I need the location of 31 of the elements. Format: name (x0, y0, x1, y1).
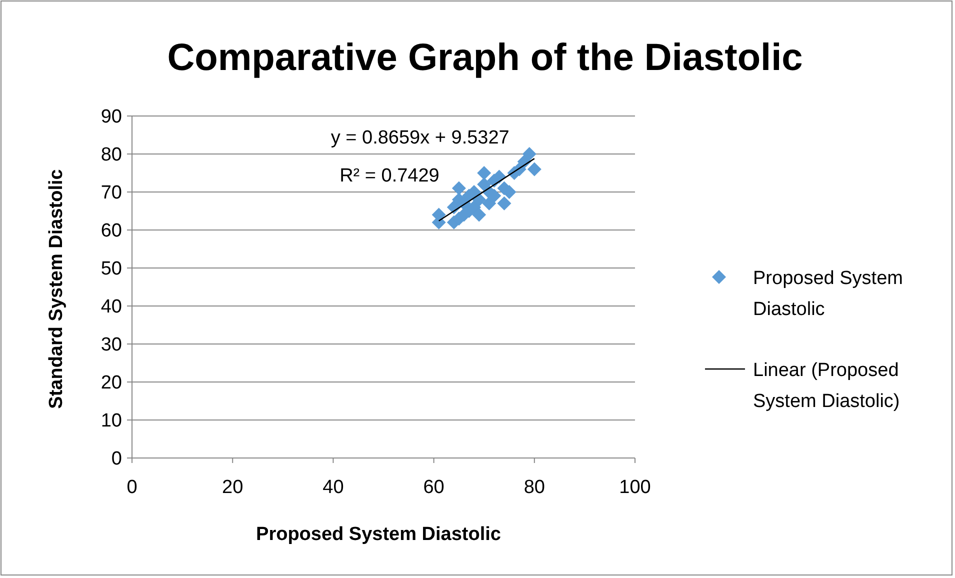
y-tick-label: 50 (100, 258, 122, 280)
y-tick-label: 90 (100, 106, 122, 128)
point (452, 181, 466, 196)
point (477, 166, 492, 180)
legend-label: Linear (Proposed System Diastolic) (753, 360, 900, 412)
annotation: y = 0.8659x + 9.5327 (330, 128, 510, 149)
chart-title: Comparative Graph of the Diastolic (167, 37, 803, 79)
y-axis-title: Standard System Diastolic (46, 168, 67, 409)
point (477, 177, 492, 192)
y-tick-label: 30 (100, 334, 122, 356)
y-tick-label: 20 (100, 372, 122, 394)
y-tick-label: 10 (100, 410, 122, 432)
x-tick-label: 100 (619, 477, 651, 498)
x-tick-label: 60 (423, 477, 444, 498)
y-tick-label: 70 (100, 182, 122, 204)
x-tick-label: 80 (524, 477, 545, 498)
point (472, 208, 486, 222)
annotation: R² = 0.7429 (340, 166, 440, 187)
y-tick-label: 60 (100, 220, 122, 242)
x-tick-label: 0 (126, 477, 138, 498)
point (527, 162, 542, 176)
point (497, 196, 512, 210)
x-tick-label: 20 (222, 477, 244, 498)
y-tick-label: 80 (100, 144, 122, 166)
legend-label: Proposed System Diastolic (753, 268, 903, 320)
x-tick-label: 40 (322, 477, 344, 498)
point (522, 147, 536, 161)
y-tick-label: 0 (111, 448, 122, 470)
y-tick-label: 40 (100, 296, 122, 318)
point (482, 196, 496, 210)
x-axis-title: Proposed System Diastolic (256, 524, 502, 545)
